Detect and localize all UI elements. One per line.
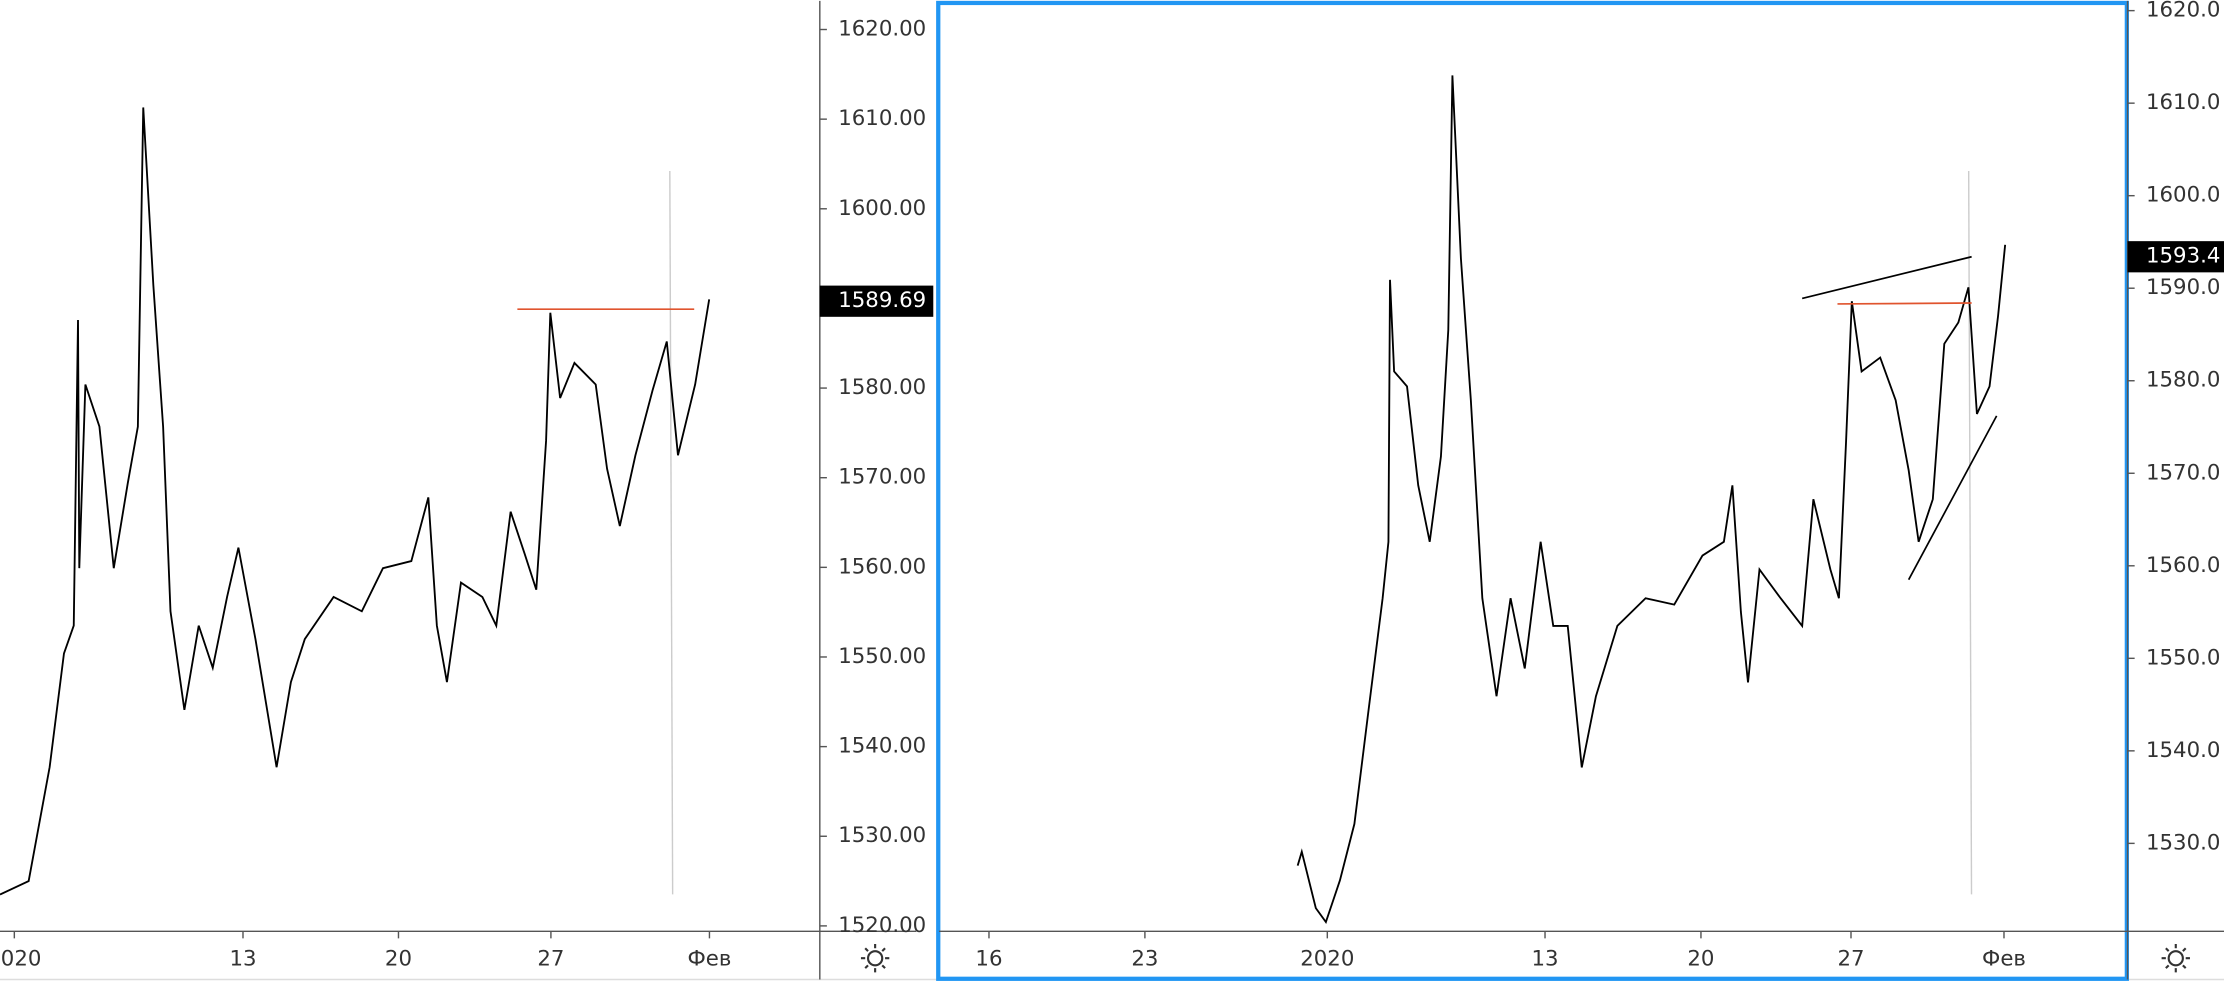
x-tick-label: Фев xyxy=(687,947,731,972)
settings-icon[interactable] xyxy=(860,944,890,973)
icon-part xyxy=(860,944,890,973)
x-tick-label: 27 xyxy=(537,947,564,972)
x-tick-label: 20 xyxy=(1687,947,1714,972)
x-tick-label: 23 xyxy=(1131,947,1158,972)
y-tick-label: 1530.00 xyxy=(838,823,926,848)
icon-part xyxy=(866,950,884,967)
plot-area xyxy=(0,107,711,896)
panel: 1520.00 1530.00 1540.00 1550.00 1560.00 1570.… xyxy=(0,0,934,980)
y-tick-label: 1560.00 xyxy=(838,554,926,579)
x-tick-label: Фев xyxy=(1982,947,2026,972)
cursor-line xyxy=(669,171,674,895)
y-tick-label: 1570.00 xyxy=(838,465,926,490)
y-tick-label: 1570.0 xyxy=(2146,460,2220,485)
x-tick-label: 16 xyxy=(975,947,1002,972)
x-tick-label: 27 xyxy=(1837,947,1864,972)
price-line xyxy=(1296,75,2007,925)
x-tick-label: 20 xyxy=(385,947,412,972)
last-price-box xyxy=(819,285,934,317)
last-price-box xyxy=(2127,241,2224,273)
drawing-line xyxy=(1837,302,1972,305)
drawing-line xyxy=(1907,415,1998,581)
y-tick-label: 1610.0 xyxy=(2146,90,2220,115)
x-tick-label: 13 xyxy=(229,947,256,972)
y-tick-label: 1530.0 xyxy=(2146,830,2220,855)
icon-part xyxy=(2161,944,2190,973)
y-tick-label: 1590.0 xyxy=(2146,275,2220,300)
y-tick-label: 1620.00 xyxy=(838,17,926,42)
last-price-label: 1589.69 xyxy=(838,288,926,313)
y-tick-label: 1620.0 xyxy=(2146,0,2220,23)
y-tick-label: 1520.00 xyxy=(838,913,926,938)
y-tick-label: 1600.00 xyxy=(838,196,926,221)
settings-icon[interactable] xyxy=(2161,944,2190,973)
x-tick-label: 2020 xyxy=(0,947,41,972)
drawing-line xyxy=(1801,255,1972,300)
x-tick-label: 2020 xyxy=(1300,947,1354,972)
y-tick-label: 1550.00 xyxy=(838,644,926,669)
last-price-label: 1593.4 xyxy=(2146,244,2220,269)
y-tick-label: 1540.00 xyxy=(838,734,926,759)
y-tick-label: 1580.0 xyxy=(2146,368,2220,393)
y-tick-label: 1560.0 xyxy=(2146,553,2220,578)
y-tick-label: 1550.0 xyxy=(2146,645,2220,670)
icon-part xyxy=(2167,950,2184,967)
plot-area xyxy=(1296,75,2007,925)
y-tick-label: 1580.00 xyxy=(838,375,926,400)
panel: 1530.0 1540.0 1550.0 1560.0 1570.0 1580.0 1590… xyxy=(938,0,2224,980)
y-tick-label: 1600.0 xyxy=(2146,183,2220,208)
y-tick-label: 1610.00 xyxy=(838,106,926,131)
x-tick-label: 13 xyxy=(1531,947,1558,972)
price-line xyxy=(0,107,711,896)
y-tick-label: 1540.0 xyxy=(2146,738,2220,763)
